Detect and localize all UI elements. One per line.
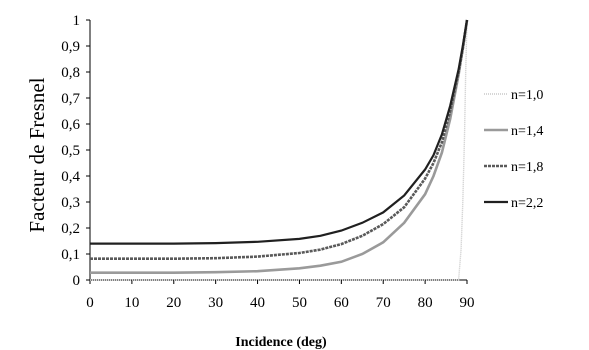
y-tick-label: 0,7: [61, 91, 80, 107]
x-tick-label: 0: [86, 295, 94, 311]
x-tick-label: 70: [376, 295, 391, 311]
legend: n=1,0 n=1,4 n=1,8 n=2,2: [484, 88, 543, 211]
x-tick-label: 80: [418, 295, 433, 311]
y-tick-label: 0,2: [61, 221, 80, 237]
x-tick-label: 30: [208, 295, 223, 311]
y-tick-label: 0: [73, 273, 81, 289]
legend-label: n=1,4: [511, 124, 543, 139]
y-tick-label: 0,1: [61, 247, 80, 263]
x-tick-label: 10: [124, 295, 139, 311]
y-tick-label: 1: [73, 13, 81, 29]
x-tick-label: 60: [334, 295, 349, 311]
legend-label: n=1,8: [511, 160, 543, 175]
y-tick-label: 0,4: [61, 169, 80, 185]
x-tick-label: 20: [166, 295, 181, 311]
x-tick-label: 50: [292, 295, 307, 311]
y-tick-label: 0,8: [61, 65, 80, 81]
y-tick-label: 0,9: [61, 39, 80, 55]
series-line-1: [90, 19, 468, 281]
x-axis-title: Incidence (deg): [235, 335, 327, 350]
series-line-3: [90, 19, 469, 261]
legend-label: n=1,0: [511, 88, 543, 103]
series-line-2: [90, 19, 469, 275]
series-line-4: [90, 19, 469, 245]
legend-label: n=2,2: [511, 196, 543, 211]
y-tick-label: 0,5: [61, 143, 80, 159]
y-axis-title: Facteur de Fresnel: [25, 77, 49, 232]
x-tick-label: 90: [460, 295, 475, 311]
y-tick-label: 0,6: [61, 117, 80, 133]
y-tick-label: 0,3: [61, 195, 80, 211]
x-tick-label: 40: [250, 295, 265, 311]
plot-area: 00,10,20,30,40,50,60,70,80,910 10 20 30 40 50…: [61, 13, 474, 311]
